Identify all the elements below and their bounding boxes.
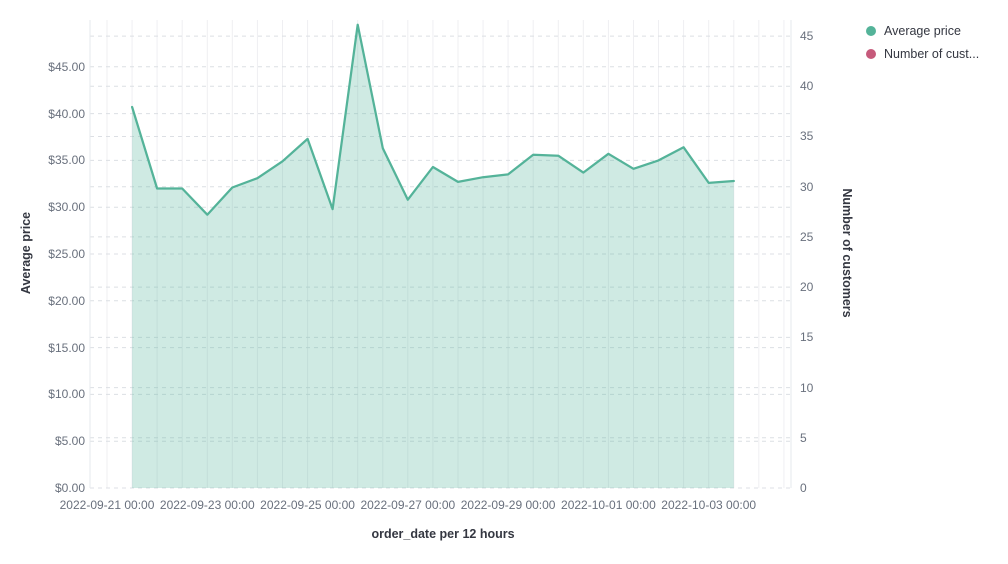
left-axis-tick: $30.00 — [48, 200, 85, 215]
left-axis-tick: $25.00 — [48, 247, 85, 261]
legend-item-label: Number of cust... — [884, 47, 980, 61]
x-axis-tick: 2022-09-21 00:00 — [59, 498, 155, 512]
legend-item-label: Average price — [884, 24, 961, 38]
number-of-customers-series-dot-icon — [866, 49, 876, 59]
left-axis-title: Average price — [19, 211, 33, 295]
x-axis-tick: 2022-09-27 00:00 — [360, 498, 456, 512]
right-axis-tick: 25 — [800, 229, 814, 244]
average-price-area — [132, 24, 734, 488]
left-axis-tick: $35.00 — [48, 153, 85, 168]
right-axis-tick: 45 — [800, 29, 814, 44]
right-axis-tick: 35 — [800, 129, 814, 144]
x-axis-tick: 2022-09-23 00:00 — [159, 498, 255, 512]
average-price-series-dot-icon — [866, 26, 876, 36]
left-axis-tick: $10.00 — [48, 387, 85, 402]
x-axis-tick: 2022-09-25 00:00 — [260, 498, 355, 512]
left-axis-tick: $20.00 — [48, 293, 85, 308]
x-axis-title: order_date per 12 hours — [371, 527, 515, 541]
left-axis-tick: $45.00 — [48, 59, 85, 74]
right-axis-tick: 15 — [800, 330, 814, 345]
x-axis-tick: 2022-10-01 00:00 — [561, 498, 656, 512]
right-axis-tick: 40 — [800, 79, 814, 94]
right-axis-tick: 10 — [800, 380, 814, 395]
right-axis-tick: 20 — [800, 280, 814, 295]
left-axis-tick: $0.00 — [54, 481, 85, 495]
right-axis-title: Number of customers — [840, 188, 854, 318]
x-axis-tick: 2022-09-29 00:00 — [460, 498, 556, 512]
legend: Average price Number of cust... — [866, 24, 979, 61]
left-axis-tick: $15.00 — [48, 340, 85, 355]
right-axis-tick: 0 — [800, 481, 807, 495]
right-axis-tick: 5 — [800, 430, 807, 445]
left-axis-tick: $5.00 — [54, 434, 85, 449]
average-price-line — [130, 23, 735, 216]
x-axis-tick: 2022-10-03 00:00 — [661, 498, 757, 512]
legend-item-average-price[interactable]: Average price — [866, 24, 979, 38]
left-axis-tick: $40.00 — [48, 106, 85, 121]
legend-item-number-of-customers[interactable]: Number of cust... — [866, 47, 979, 61]
right-axis-tick: 30 — [800, 179, 814, 194]
